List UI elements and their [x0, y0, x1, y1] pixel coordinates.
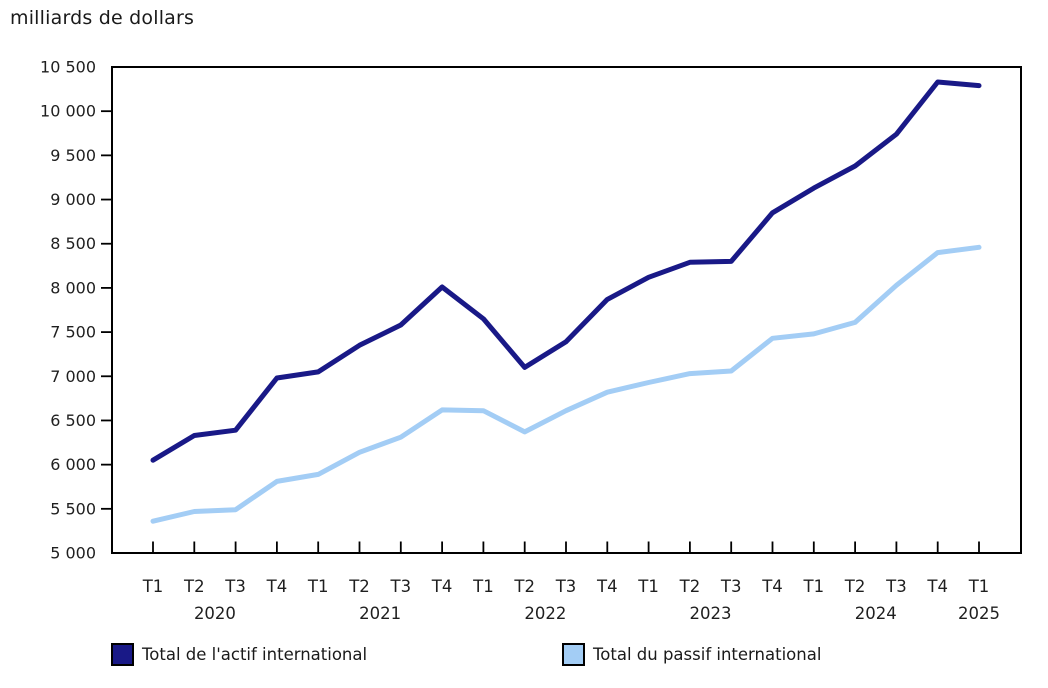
x-axis-quarter-label: T2	[513, 577, 535, 596]
x-axis-quarter-label: T1	[142, 577, 164, 596]
y-axis-label: 6 000	[50, 455, 96, 474]
y-axis-label: 10 500	[40, 58, 96, 77]
y-axis-label: 7 000	[50, 367, 96, 386]
x-axis-quarter-label: T3	[720, 577, 742, 596]
y-axis-label: 5 000	[50, 544, 96, 563]
legend: Total de l'actif international Total du …	[0, 642, 1048, 670]
x-axis-year-label: 2023	[690, 604, 732, 623]
x-axis-quarter-label: T3	[390, 577, 412, 596]
x-axis-quarter-label: T2	[348, 577, 370, 596]
chart-title: milliards de dollars	[10, 7, 195, 29]
series-line-actif	[150, 79, 982, 463]
x-axis-year-label: 2025	[958, 604, 1000, 623]
line-chart: 5 000 5 500 6 000 6 500 7 000 7 500 8 000 8 500…	[40, 58, 1022, 623]
legend-label-actif: Total de l'actif international	[142, 644, 368, 664]
legend-item-actif: Total de l'actif international	[111, 642, 367, 666]
x-axis-quarter-label: T2	[679, 577, 701, 596]
x-axis-quarter-label: T1	[307, 577, 329, 596]
x-axis-quarter-label: T4	[266, 577, 288, 596]
legend-label-passif: Total du passif international	[593, 644, 822, 664]
x-axis-quarter-label: T3	[555, 577, 577, 596]
actif-legend-swatch-icon	[111, 642, 134, 666]
x-axis-quarter-label: T3	[224, 577, 246, 596]
x-axis-quarter-label: T4	[596, 577, 618, 596]
x-axis-quarter-label: T1	[637, 577, 659, 596]
x-axis-year-label: 2020	[194, 604, 236, 623]
x-axis-quarter-label: T4	[761, 577, 783, 596]
passif-legend-swatch-icon	[562, 642, 585, 666]
y-axis-label: 9 000	[50, 190, 96, 209]
x-axis-quarter-label: T2	[183, 577, 205, 596]
legend-item-passif: Total du passif international	[562, 642, 821, 666]
x-axis-year-label: 2024	[855, 604, 897, 623]
x-axis-year-label: 2022	[524, 604, 566, 623]
x-axis-quarter-label: T4	[926, 577, 948, 596]
y-axis-label: 8 000	[50, 278, 96, 297]
y-axis-label: 7 500	[50, 323, 96, 342]
x-axis-year-label: 2021	[359, 604, 401, 623]
x-axis-quarter-label: T4	[431, 577, 453, 596]
x-axis-quarter-label: T1	[472, 577, 494, 596]
x-axis-quarter-label: T2	[844, 577, 866, 596]
y-axis-label: 5 500	[50, 499, 96, 518]
y-axis-label: 6 500	[50, 411, 96, 430]
x-axis-quarter-label: T3	[885, 577, 907, 596]
y-axis-label: 10 000	[40, 102, 96, 121]
x-axis-quarter-label: T1	[968, 577, 990, 596]
series-line-passif	[150, 244, 982, 524]
y-axis-label: 9 500	[50, 146, 96, 165]
x-axis-quarter-label: T1	[803, 577, 825, 596]
y-axis-label: 8 500	[50, 234, 96, 253]
plot-area	[111, 66, 1022, 554]
